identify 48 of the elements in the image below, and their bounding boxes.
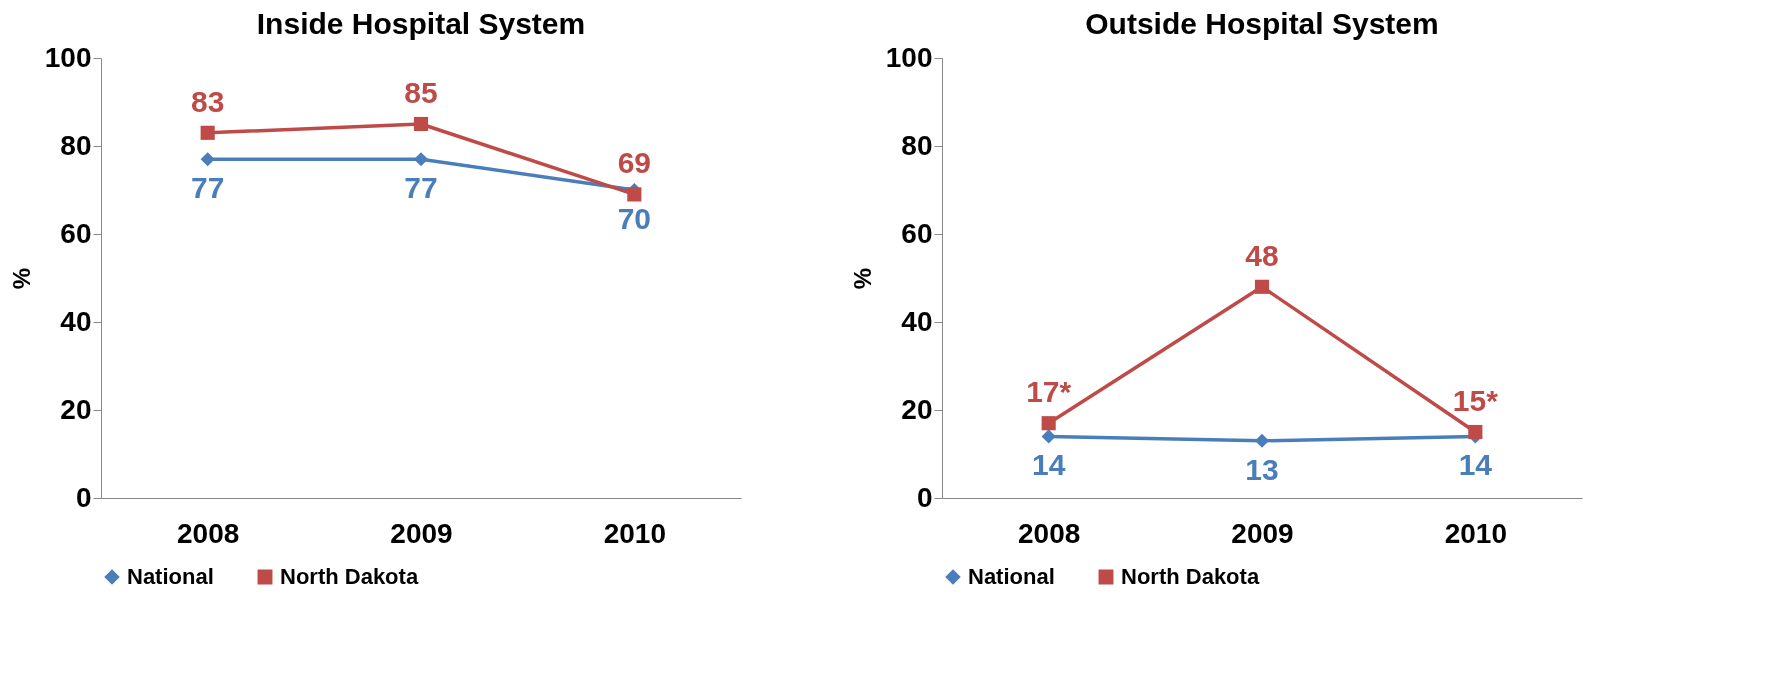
point xyxy=(200,125,215,140)
data-label: 15* xyxy=(1452,384,1499,417)
point xyxy=(1254,433,1270,448)
point xyxy=(627,187,642,202)
point xyxy=(413,116,429,132)
y-tick-label: 0 xyxy=(75,481,92,513)
chart-title: Inside Hospital System xyxy=(256,7,586,40)
y-tick-label: 100 xyxy=(885,41,933,73)
x-tick-label: 2008 xyxy=(177,517,240,549)
data-label: 48 xyxy=(1245,238,1279,272)
y-tick-label: 20 xyxy=(901,393,933,425)
data-label: 14 xyxy=(1458,448,1493,482)
data-label: 85 xyxy=(404,76,438,109)
point xyxy=(1468,424,1483,440)
legend-label: National xyxy=(127,564,214,589)
legend-label: North Dakota xyxy=(280,564,419,589)
y-tick-label: 40 xyxy=(901,305,933,337)
legend-label: North Dakota xyxy=(1121,564,1260,589)
point xyxy=(1254,279,1270,294)
y-tick-label: 80 xyxy=(60,129,92,161)
y-tick-label: 60 xyxy=(60,217,92,249)
data-label: 17* xyxy=(1026,375,1072,409)
data-label: 77 xyxy=(404,171,438,205)
y-tick-label: 100 xyxy=(44,41,92,73)
data-label: 77 xyxy=(190,171,225,205)
data-label: 69 xyxy=(617,146,652,180)
y-tick-label: 20 xyxy=(60,393,92,425)
chart-title: Outside Hospital System xyxy=(1085,7,1439,40)
legend-label: National xyxy=(968,564,1055,589)
y-tick-label: 40 xyxy=(60,305,92,337)
y-axis-title: % xyxy=(848,267,876,290)
x-tick-label: 2009 xyxy=(1231,517,1294,549)
y-tick-label: 60 xyxy=(901,217,933,249)
data-label: 83 xyxy=(190,84,225,118)
x-tick-label: 2010 xyxy=(603,517,666,549)
y-tick-label: 0 xyxy=(916,481,933,513)
data-label: 13 xyxy=(1245,452,1279,486)
x-tick-label: 2008 xyxy=(1018,517,1081,549)
y-tick-label: 80 xyxy=(901,129,933,161)
y-axis-title: % xyxy=(7,267,35,290)
point xyxy=(413,152,429,167)
data-label: 14 xyxy=(1031,448,1066,482)
point xyxy=(1041,429,1056,444)
point xyxy=(200,152,215,167)
point xyxy=(1041,416,1056,431)
x-tick-label: 2010 xyxy=(1444,517,1507,549)
data-label: 70 xyxy=(617,202,652,235)
x-tick-label: 2009 xyxy=(390,517,453,549)
